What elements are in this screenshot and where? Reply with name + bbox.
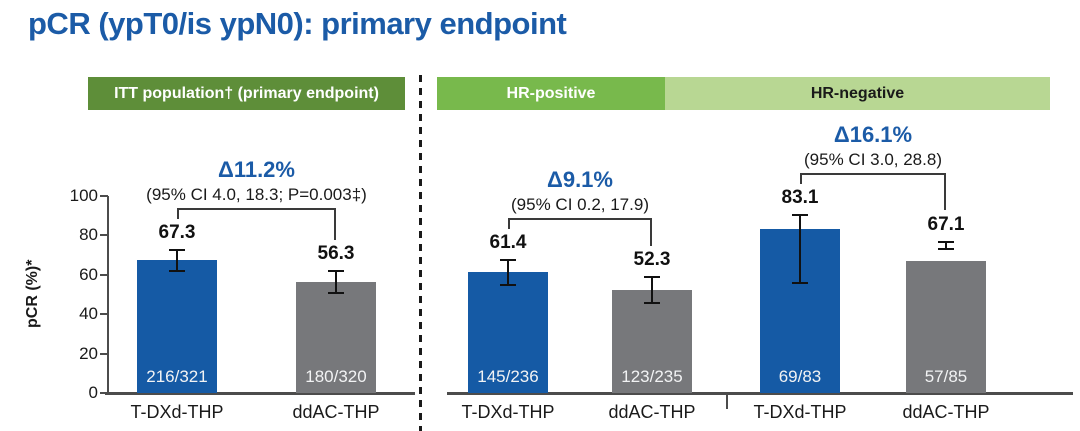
x-axis-category-label: ddAC-THP: [902, 402, 990, 422]
bar-value-label: 67.1: [927, 213, 965, 235]
comparison-bracket-right-leg: [944, 172, 946, 211]
ci-annotation: (95% CI 4.0, 18.3; P=0.003‡): [146, 185, 367, 205]
error-bar-cap-top: [792, 213, 808, 216]
y-axis-tick-label: 80: [79, 225, 98, 245]
header-hr-negative: HR-negative: [665, 77, 1050, 110]
delta-annotation: Δ9.1%: [547, 166, 613, 192]
panel-divider-dashed-line: [419, 75, 422, 431]
y-axis-tick: [100, 352, 108, 355]
bar-fraction-label: 216/321: [146, 367, 208, 386]
x-axis-category-label: T-DXd-THP: [753, 402, 847, 422]
hr-group-separator-tick: [726, 393, 728, 409]
error-bar-line: [335, 271, 337, 294]
ci-annotation: (95% CI 3.0, 28.8): [804, 149, 942, 169]
y-axis-tick: [100, 234, 108, 237]
x-axis-category-label: T-DXd-THP: [461, 402, 555, 422]
error-bar-line: [651, 276, 653, 303]
error-bar-cap-bottom: [169, 270, 185, 273]
bar-fraction-label: 69/83: [778, 367, 822, 386]
bar-ddac-thp: [296, 282, 376, 393]
bar-fraction-label: 180/320: [305, 367, 367, 386]
comparison-bracket-top: [800, 172, 946, 175]
x-axis-category-label: ddAC-THP: [608, 402, 696, 422]
y-axis-tick-label: 20: [79, 343, 98, 363]
error-bar-cap-top: [500, 258, 516, 261]
bar-value-label: 56.3: [317, 243, 355, 265]
error-bar-cap-bottom: [792, 281, 808, 284]
error-bar-line: [507, 259, 509, 285]
comparison-bracket-left-leg: [177, 208, 179, 220]
error-bar-cap-bottom: [328, 292, 344, 295]
comparison-bracket-right-leg: [650, 217, 652, 246]
header-itt-population: ITT population† (primary endpoint): [88, 77, 405, 110]
error-bar-line: [945, 241, 947, 249]
error-bar-line: [176, 250, 178, 272]
x-axis-category-label: T-DXd-THP: [130, 402, 224, 422]
error-bar-cap-top: [644, 275, 660, 278]
y-axis-tick-label: 0: [88, 383, 98, 402]
y-axis-tick-label: 40: [79, 304, 98, 324]
bar-value-label: 83.1: [781, 186, 819, 208]
error-bar-line: [799, 214, 801, 283]
error-bar-cap-top: [328, 270, 344, 273]
x-axis-line-hr: [447, 392, 1073, 395]
error-bar-cap-bottom: [500, 283, 516, 286]
y-axis-line: [107, 196, 109, 393]
x-axis-line-itt: [105, 392, 415, 395]
comparison-bracket-left-leg: [800, 172, 802, 184]
y-axis-tick: [100, 313, 108, 316]
error-bar-cap-bottom: [938, 247, 954, 250]
y-axis-tick-label: 100: [69, 186, 98, 205]
error-bar-cap-top: [169, 249, 185, 252]
error-bar-cap-top: [938, 240, 954, 243]
page-title: pCR (ypT0/is ypN0): primary endpoint: [28, 6, 567, 41]
error-bar-cap-bottom: [644, 301, 660, 304]
bar-fraction-label: 57/85: [924, 367, 968, 386]
header-hr-positive: HR-positive: [437, 77, 665, 110]
comparison-bracket-right-leg: [334, 208, 336, 241]
x-axis-category-label: ddAC-THP: [292, 402, 380, 422]
y-axis-tick: [100, 273, 108, 276]
bar-t-dxd-thp: [137, 260, 217, 393]
bar-ddac-thp: [906, 260, 986, 393]
y-axis-tick-label: 60: [79, 264, 98, 284]
bar-value-label: 67.3: [158, 222, 196, 244]
delta-annotation: Δ16.1%: [833, 121, 913, 147]
bar-fraction-label: 123/235: [621, 367, 683, 386]
y-axis-tick: [100, 195, 108, 197]
bar-t-dxd-thp: [468, 272, 548, 393]
ci-annotation: (95% CI 0.2, 17.9): [511, 194, 649, 214]
comparison-bracket-top: [177, 208, 336, 211]
comparison-bracket-left-leg: [508, 217, 510, 229]
bar-value-label: 52.3: [633, 248, 671, 270]
comparison-bracket-top: [508, 217, 652, 220]
y-axis-tick: [100, 392, 108, 394]
bar-value-label: 61.4: [489, 231, 527, 253]
delta-annotation: Δ11.2%: [218, 157, 295, 183]
bar-ddac-thp: [612, 289, 692, 393]
bar-fraction-label: 145/236: [477, 367, 539, 386]
